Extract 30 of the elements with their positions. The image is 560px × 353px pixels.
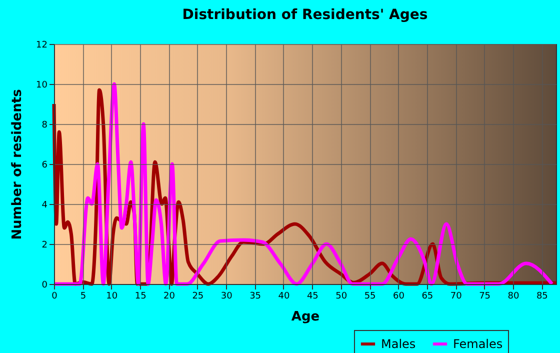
- x-tick-label: 10: [106, 292, 118, 302]
- x-tick-label: 0: [52, 292, 58, 302]
- x-tick-label: 45: [306, 292, 318, 302]
- x-tick-label: 30: [220, 292, 233, 302]
- y-tick-label: 4: [42, 200, 48, 210]
- x-tick-label: 35: [250, 292, 262, 302]
- y-tick-label: 12: [36, 40, 48, 50]
- y-tick-label: 2: [42, 240, 48, 250]
- x-tick-label: 70: [450, 292, 462, 302]
- y-axis-title: Number of residents: [10, 88, 26, 240]
- x-tick-label: 55: [364, 292, 376, 302]
- x-tick-label: 20: [164, 292, 176, 302]
- x-axis-title: Age: [291, 310, 320, 324]
- y-tick-label: 0: [42, 280, 48, 290]
- x-tick-label: 15: [134, 292, 146, 302]
- x-tick-label: 25: [192, 292, 204, 302]
- legend-label: Males: [381, 337, 416, 351]
- chart-title: Distribution of Residents' Ages: [182, 7, 428, 23]
- y-tick-label: 6: [42, 160, 48, 170]
- x-tick-label: 60: [393, 292, 405, 302]
- y-tick-label: 8: [42, 120, 48, 130]
- x-tick-label: 80: [508, 292, 520, 302]
- x-tick-label: 5: [80, 292, 86, 302]
- x-tick-label: 50: [336, 292, 348, 302]
- y-tick-label: 10: [36, 80, 48, 90]
- x-tick-label: 65: [422, 292, 434, 302]
- x-tick-label: 75: [479, 292, 491, 302]
- x-tick-label: 40: [278, 292, 290, 302]
- legend-label: Females: [453, 337, 503, 351]
- x-tick-label: 85: [536, 292, 548, 302]
